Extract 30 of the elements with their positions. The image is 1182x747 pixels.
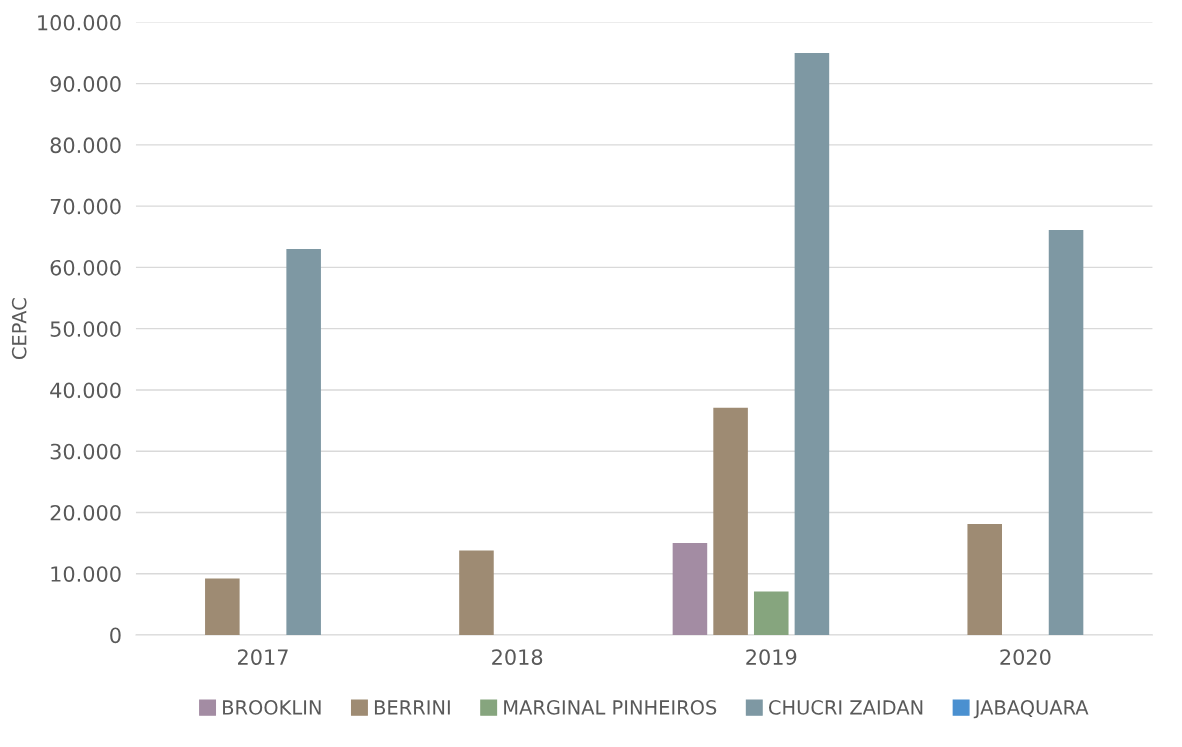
y-tick-label: 70.000: [50, 198, 121, 215]
x-tick-label: 2018: [492, 649, 543, 665]
y-tick-label: 90.000: [50, 76, 121, 92]
x-tick-label: 2017: [238, 649, 288, 665]
legend-label: BERRINI: [374, 700, 450, 715]
legend-label: BROOKLIN: [223, 700, 321, 715]
y-axis-title: CEPAC: [11, 298, 27, 360]
bar: [672, 543, 708, 635]
bar: [713, 407, 748, 635]
y-tick-label: 60.000: [50, 259, 121, 276]
bar: [794, 53, 830, 635]
y-tick-label: 100.000: [38, 14, 121, 31]
bar: [205, 578, 240, 635]
x-tick-label: 2020: [1000, 649, 1051, 665]
bar: [753, 591, 789, 635]
y-tick-label: 10.000: [51, 566, 121, 582]
y-tick-label: 0: [110, 627, 121, 644]
y-tick-label: 40.000: [50, 382, 121, 399]
legend-label: MARGINAL PINHEIROS: [504, 700, 717, 715]
y-tick-label: 30.000: [50, 443, 121, 460]
y-tick-label: 80.000: [50, 137, 121, 154]
legend-label: CHUCRI ZAIDAN: [768, 700, 923, 715]
legend-label: JABAQUARA: [973, 700, 1089, 719]
bar: [459, 550, 494, 635]
y-tick-label: 50.000: [50, 321, 121, 337]
bar: [1048, 230, 1084, 635]
bar: [967, 524, 1003, 635]
y-tick-label: 20.000: [50, 504, 121, 521]
x-tick-label: 2019: [746, 649, 797, 665]
bar: [286, 249, 321, 635]
